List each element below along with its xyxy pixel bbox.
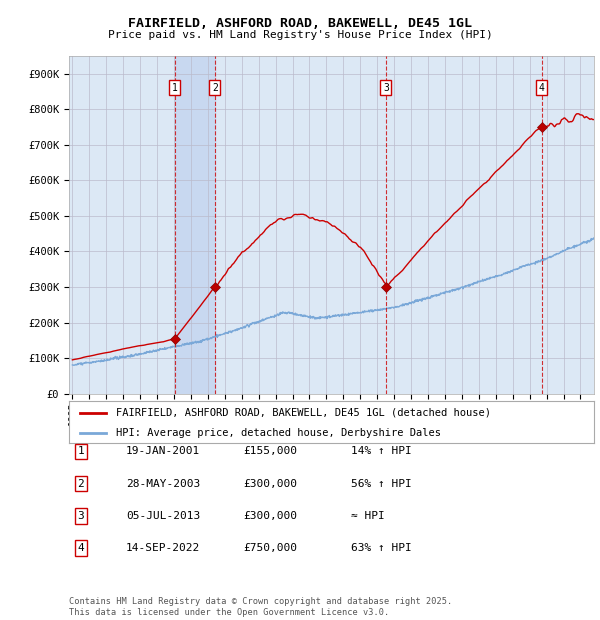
Text: FAIRFIELD, ASHFORD ROAD, BAKEWELL, DE45 1GL (detached house): FAIRFIELD, ASHFORD ROAD, BAKEWELL, DE45 … [116, 408, 491, 418]
Text: £155,000: £155,000 [243, 446, 297, 456]
Text: 05-JUL-2013: 05-JUL-2013 [126, 511, 200, 521]
Text: 14% ↑ HPI: 14% ↑ HPI [351, 446, 412, 456]
Text: ≈ HPI: ≈ HPI [351, 511, 385, 521]
Text: Price paid vs. HM Land Registry's House Price Index (HPI): Price paid vs. HM Land Registry's House … [107, 30, 493, 40]
Text: 19-JAN-2001: 19-JAN-2001 [126, 446, 200, 456]
Text: Contains HM Land Registry data © Crown copyright and database right 2025.
This d: Contains HM Land Registry data © Crown c… [69, 598, 452, 617]
Text: £300,000: £300,000 [243, 479, 297, 489]
Text: 3: 3 [383, 83, 389, 93]
Text: 4: 4 [77, 543, 85, 553]
Text: 1: 1 [77, 446, 85, 456]
Text: 2: 2 [77, 479, 85, 489]
Text: £750,000: £750,000 [243, 543, 297, 553]
Text: 14-SEP-2022: 14-SEP-2022 [126, 543, 200, 553]
Text: £300,000: £300,000 [243, 511, 297, 521]
Text: 4: 4 [539, 83, 545, 93]
Text: FAIRFIELD, ASHFORD ROAD, BAKEWELL, DE45 1GL: FAIRFIELD, ASHFORD ROAD, BAKEWELL, DE45 … [128, 17, 472, 30]
Text: 56% ↑ HPI: 56% ↑ HPI [351, 479, 412, 489]
Text: 1: 1 [172, 83, 178, 93]
Text: 2: 2 [212, 83, 218, 93]
Text: HPI: Average price, detached house, Derbyshire Dales: HPI: Average price, detached house, Derb… [116, 428, 441, 438]
Text: 3: 3 [77, 511, 85, 521]
Text: 63% ↑ HPI: 63% ↑ HPI [351, 543, 412, 553]
Bar [175, 56, 215, 394]
Text: 28-MAY-2003: 28-MAY-2003 [126, 479, 200, 489]
